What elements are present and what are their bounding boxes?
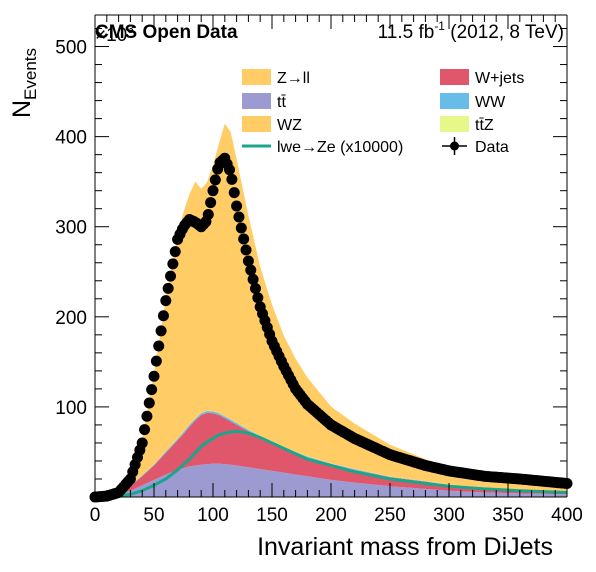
x-tick-label-350: 350 — [492, 505, 524, 526]
legend-entry-6-label: lwe→Ze (x10000) — [277, 139, 403, 156]
x-tick-label-150: 150 — [256, 505, 288, 526]
data-point-62 — [235, 222, 247, 234]
data-point-33 — [167, 258, 179, 270]
stack-area-5-z-ll — [95, 123, 567, 497]
legend-entry-7-label: Data — [475, 139, 509, 156]
y-tick-label-300: 300 — [55, 218, 87, 239]
x-tick-label-200: 200 — [315, 505, 347, 526]
x-tick-label-250: 250 — [374, 505, 406, 526]
data-point-59 — [228, 187, 240, 199]
data-point-63 — [238, 233, 250, 245]
data-point-49 — [205, 197, 217, 209]
legend-entry-4-swatch — [242, 116, 271, 132]
lumi-sup: -1 — [434, 19, 445, 33]
data-point-26 — [150, 355, 162, 367]
x-tick-label-300: 300 — [433, 505, 465, 526]
lumi-suffix: (2012, 8 TeV) — [445, 22, 564, 43]
x-tick-label-400: 400 — [551, 505, 583, 526]
data-point-61 — [233, 211, 245, 223]
y-multiplier-base: ×10 — [95, 25, 127, 46]
legend-entry-4-label: WZ — [277, 117, 302, 134]
legend-entry-0-label: Z→ll — [277, 70, 310, 87]
data-point-20 — [136, 437, 148, 449]
data-point-68 — [249, 283, 261, 295]
lumi-label: 11.5 fb-1 (2012, 8 TeV) — [378, 19, 564, 43]
x-axis-title: Invariant mass from DiJets — [257, 533, 553, 561]
axis-ticks: 0 50 100 150 200 250 300 350 400 100 200 300 400 500 — [55, 15, 583, 526]
y-axis-title-sub: Events — [21, 48, 40, 100]
legend-entry-2-label: tt̄ — [277, 94, 286, 111]
legend-entry-5-swatch — [440, 116, 469, 132]
data-point-69 — [252, 292, 264, 304]
signal-curve — [95, 429, 568, 499]
legend: Z→ll W+jets tt̄ WW WZ tt̄Z lwe→Ze (x10000) Data — [242, 69, 524, 156]
y-tick-label-200: 200 — [55, 308, 87, 329]
y-axis-title-main: N — [8, 100, 36, 118]
data-point-66 — [245, 264, 257, 276]
stacked-histograms — [95, 123, 567, 497]
y-tick-label-400: 400 — [55, 128, 87, 149]
data-point-25 — [148, 370, 160, 382]
data-point-24 — [146, 384, 158, 396]
lumi-prefix: 11.5 fb — [378, 22, 435, 43]
data-point-34 — [169, 246, 181, 258]
data-point-57 — [224, 164, 236, 176]
x-tick-label-50: 50 — [143, 505, 164, 526]
legend-entry-1-label: W+jets — [475, 70, 524, 87]
legend-entry-1-swatch — [440, 69, 469, 85]
legend-entry-5-label: tt̄Z — [475, 117, 494, 134]
data-point-27 — [153, 340, 165, 352]
data-point-29 — [157, 310, 169, 322]
y-axis-title: NEvents — [8, 48, 40, 118]
stack-area-1-w-jets — [95, 412, 567, 497]
legend-entry-2-swatch — [242, 93, 271, 109]
legend-entry-7-swatch — [450, 141, 459, 151]
data-point-60 — [231, 200, 243, 212]
x-tick-label-0: 0 — [90, 505, 101, 526]
signal-line — [95, 429, 568, 499]
x-tick-label-100: 100 — [197, 505, 229, 526]
data-point-28 — [155, 325, 167, 337]
y-multiplier: ×103 — [95, 22, 134, 46]
data-point-65 — [242, 255, 254, 267]
data-point-21 — [139, 424, 151, 436]
data-point-64 — [240, 244, 252, 256]
y-tick-label-100: 100 — [55, 398, 87, 419]
data-point-23 — [143, 397, 155, 409]
data-point-22 — [141, 410, 153, 422]
data-point-32 — [165, 270, 177, 282]
data-point-58 — [226, 173, 238, 185]
legend-entry-3-swatch — [440, 93, 469, 109]
data-point-50 — [207, 185, 219, 197]
y-multiplier-exp: 3 — [127, 22, 134, 36]
legend-entry-0-swatch — [242, 69, 271, 85]
y-tick-label-500: 500 — [55, 38, 87, 59]
legend-entry-3-label: WW — [475, 94, 506, 111]
data-point-51 — [209, 174, 221, 186]
data-point-67 — [247, 273, 259, 285]
experiment-label: CMS Open Data — [95, 22, 238, 43]
data-point-30 — [160, 295, 172, 307]
data-point-48 — [202, 208, 214, 220]
data-point-31 — [162, 282, 174, 294]
